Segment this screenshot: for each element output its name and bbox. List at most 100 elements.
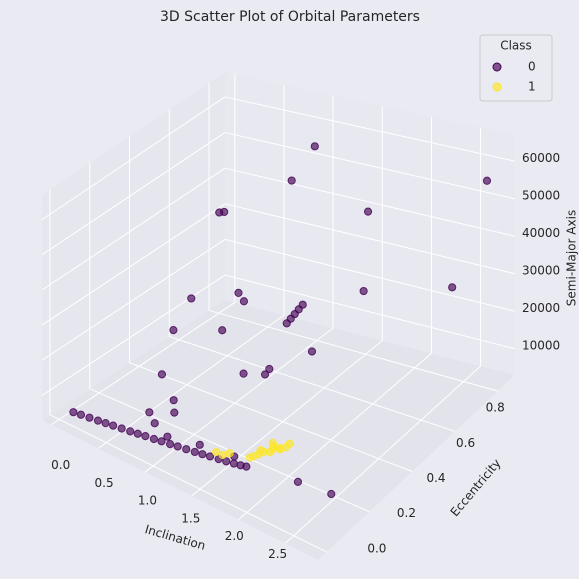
legend-marker [492,62,502,72]
point [169,326,178,335]
point [126,427,135,436]
chart-title: 3D Scatter Plot of Orbital Parameters [160,9,420,25]
point [170,408,179,417]
z-tick-label: 60000 [522,151,560,165]
point [234,288,243,298]
point [222,457,231,466]
grid-line [238,353,432,521]
legend-label: 1 [528,80,536,94]
point [363,207,373,216]
grid-line [191,340,383,497]
point [205,452,215,461]
grid-line [169,336,456,432]
y-tick-label: 0.2 [397,506,416,520]
point [145,408,154,417]
x-tick-label: 1.0 [138,494,157,508]
point [293,477,303,486]
x-tick-label: 2.0 [225,529,244,543]
point [282,319,291,328]
point [225,449,234,458]
grid [41,74,516,553]
point [249,452,258,461]
point [239,369,248,378]
point [327,489,336,499]
point [141,432,150,441]
y-tick-label: 0.6 [456,436,475,450]
y-tick-label: 0.8 [486,401,505,415]
legend-label: 0 [528,60,536,74]
point [265,364,274,374]
point [198,450,207,459]
z-tick-label: 30000 [522,263,560,277]
point [93,416,103,425]
point [307,347,317,356]
point [211,448,221,457]
z-tick-label: 20000 [522,301,560,315]
point [133,429,142,438]
point [169,396,178,405]
point [242,462,251,471]
point [239,297,249,306]
legend-title: Class [500,39,532,53]
point [195,440,204,449]
grid-line [41,96,226,221]
grid-line [224,274,516,350]
y-tick-label: 0.4 [426,471,445,485]
point [218,450,227,460]
point [157,437,166,446]
grid-line [41,274,226,396]
grid-line [41,203,226,326]
z-axis-label: Semi-Major Axis [565,210,579,306]
grid-line [224,203,516,275]
point [218,326,227,335]
point [157,370,167,379]
z-tick-label: 50000 [522,188,560,202]
x-tick-label: 1.5 [181,511,200,525]
point [285,439,294,448]
point [150,419,159,428]
grid-line [97,314,285,449]
point [220,207,229,217]
legend: Class 0 1 [479,34,553,102]
z-tick-label: 40000 [522,226,560,240]
point [149,434,159,444]
point [482,176,492,185]
grid-line [224,167,516,237]
grid-line [208,309,499,392]
point [85,413,94,422]
grid-line [49,414,327,553]
grid-line [41,239,226,361]
point [359,286,368,296]
point [165,440,175,449]
grid-line [224,238,516,312]
point [190,447,199,457]
point [117,424,126,433]
point [109,421,118,430]
point [448,283,457,292]
point [173,442,182,451]
x-tick-label: 2.5 [268,547,287,561]
points [69,142,492,499]
floor-pane [42,300,515,560]
grid-line [41,132,226,256]
point [256,446,265,455]
y-tick-label: 0.0 [367,541,386,555]
back-pane [225,72,515,375]
z-tick-label: 10000 [522,338,560,352]
grid-line [224,96,516,162]
grid-line [224,132,516,200]
point [229,459,238,468]
point [163,432,172,441]
grid-line [41,167,226,291]
panes [42,72,515,560]
point [187,294,196,303]
ticks: 0.0 0.5 1.0 1.5 2.0 2.5 0.0 0.2 0.4 0.6 0.8 10000 20… [51,151,560,561]
point [182,445,191,454]
point [310,142,319,151]
left-pane [42,72,225,420]
point [69,408,78,417]
point [260,370,270,379]
point [268,438,277,448]
point [287,176,296,185]
